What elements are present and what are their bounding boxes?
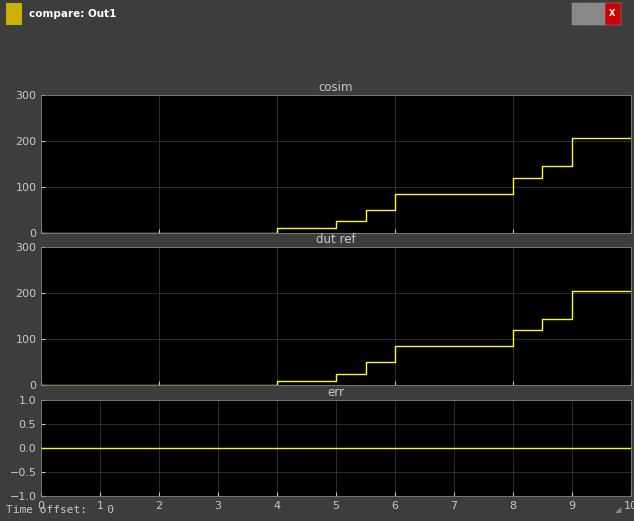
Title: cosim: cosim (319, 81, 353, 94)
Bar (588, 3, 605, 25)
Text: X: X (609, 9, 616, 19)
Text: ◢: ◢ (615, 505, 621, 515)
Bar (6, 3, 22, 25)
Text: Time offset:   0: Time offset: 0 (6, 505, 114, 515)
Bar (604, 3, 621, 25)
Title: dut ref: dut ref (316, 233, 356, 246)
Text: compare: Out1: compare: Out1 (29, 9, 116, 19)
Bar (572, 3, 590, 25)
Title: err: err (328, 386, 344, 399)
